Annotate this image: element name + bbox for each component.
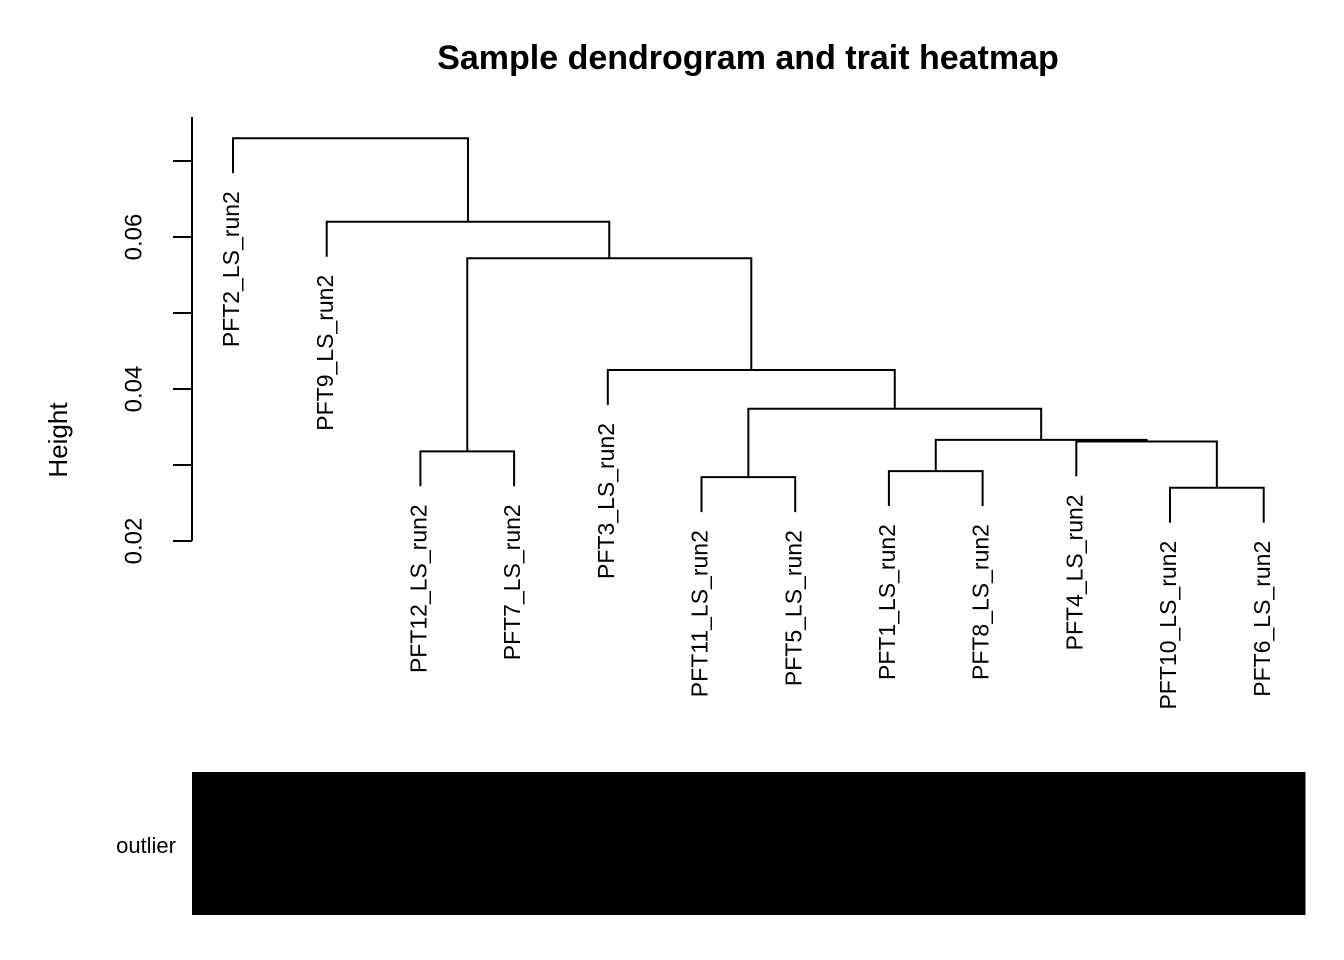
heatmap-cell: [934, 772, 1028, 915]
merge-link: [1169, 486, 1265, 523]
trait-label: outlier: [116, 833, 176, 858]
heatmap-cell: [1119, 772, 1213, 915]
leaf-label: PFT4_LS_run2: [1061, 494, 1087, 650]
heatmap-cell: [192, 772, 286, 915]
leaf-label: PFT8_LS_run2: [968, 524, 994, 680]
leaf-label: PFT12_LS_run2: [405, 504, 431, 673]
heatmap-cell: [377, 772, 471, 915]
leaf-label: PFT2_LS_run2: [218, 191, 244, 347]
merge-link: [934, 438, 1148, 472]
merge-link: [419, 450, 516, 487]
leaf-label: PFT6_LS_run2: [1249, 541, 1275, 697]
merge-link: [232, 137, 469, 222]
merge-link: [325, 220, 611, 259]
merge-link: [747, 407, 1043, 478]
chart-title: Sample dendrogram and trait heatmap: [437, 39, 1059, 77]
y-tick-label: 0.06: [120, 214, 147, 261]
merge-link: [466, 257, 753, 452]
leaf-label: PFT3_LS_run2: [593, 423, 619, 579]
leaf-label: PFT1_LS_run2: [874, 524, 900, 680]
y-tick-label: 0.04: [120, 366, 147, 413]
heatmap-cell: [470, 772, 564, 915]
heatmap-cell: [655, 772, 749, 915]
merge-link: [700, 476, 797, 513]
heatmap-cell: [1026, 772, 1120, 915]
y-tick-label: 0.02: [120, 518, 147, 565]
heatmap-cell: [841, 772, 935, 915]
leaf-label: PFT11_LS_run2: [687, 530, 713, 697]
heatmap-cell: [1212, 772, 1306, 915]
heatmap-cell: [284, 772, 378, 915]
y-axis-label: Height: [43, 402, 73, 478]
leaf-label: PFT7_LS_run2: [499, 504, 525, 660]
merge-link: [606, 369, 896, 409]
merge-link: [1075, 440, 1218, 488]
leaf-label: PFT10_LS_run2: [1155, 541, 1181, 710]
heatmap-cell: [748, 772, 842, 915]
leaf-label: PFT9_LS_run2: [312, 275, 338, 431]
merge-link: [887, 470, 984, 507]
leaf-label: PFT5_LS_run2: [780, 530, 806, 686]
heatmap-cell: [563, 772, 657, 915]
